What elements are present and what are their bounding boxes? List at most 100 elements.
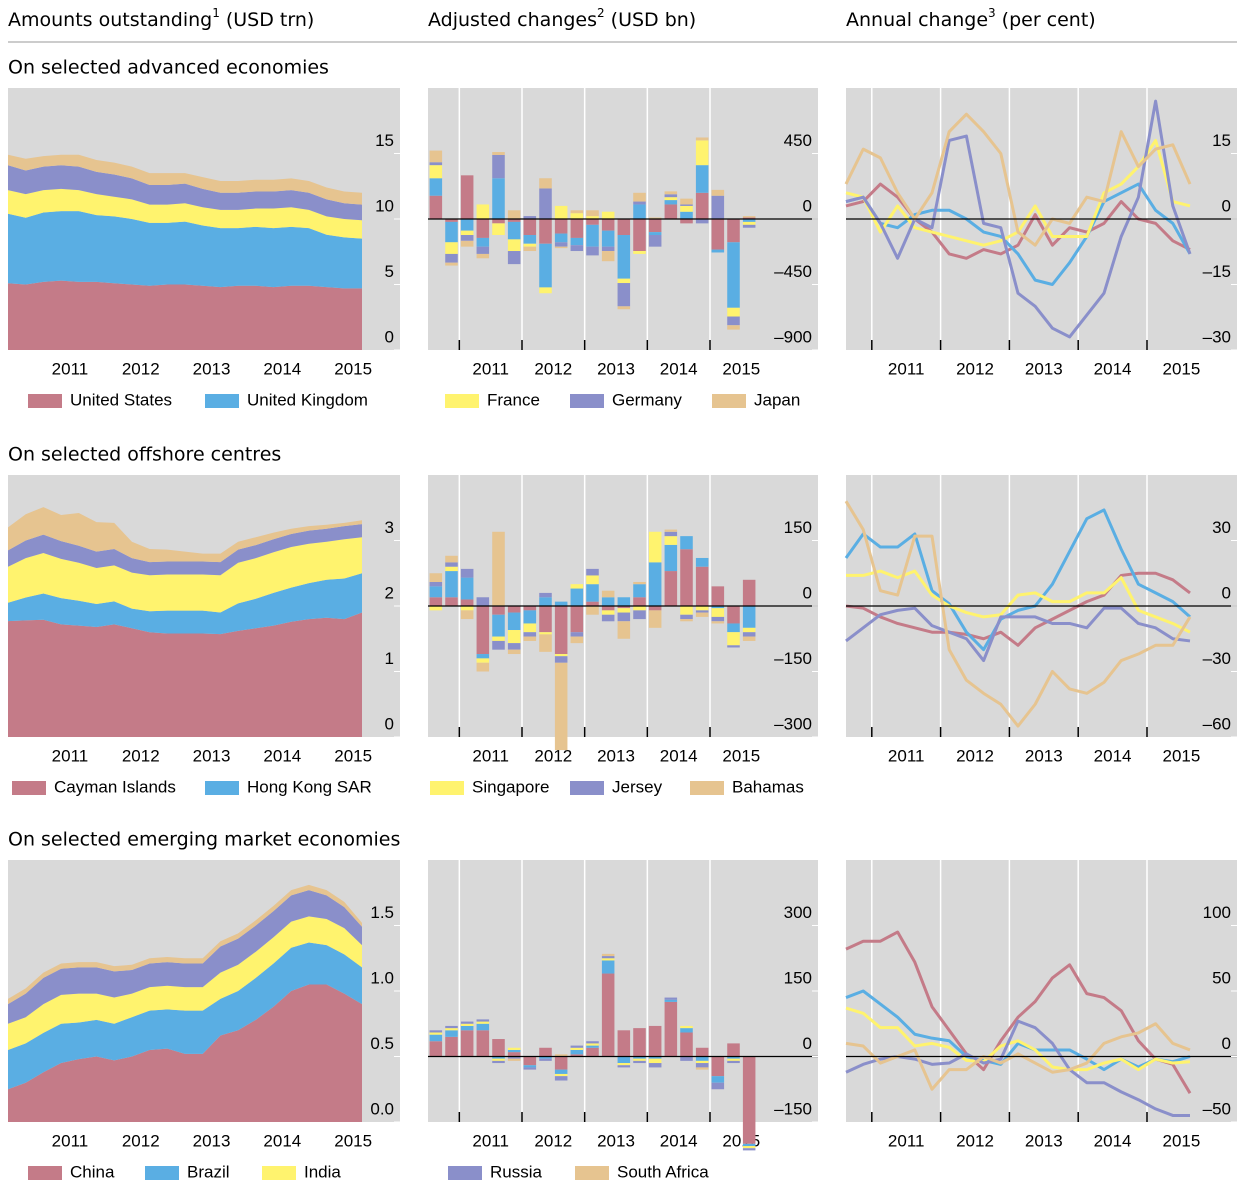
line [844,112,1192,247]
legend-label: France [487,390,540,409]
bar [460,610,474,620]
bar [633,251,646,254]
bar [523,1056,537,1066]
y-tick-label: 450 [784,131,812,150]
bar [460,175,474,219]
bar [617,1030,631,1057]
legend-label: Cayman Islands [54,777,176,796]
bar [570,237,584,246]
legend-label: United States [70,390,172,409]
bar [476,654,490,659]
x-tick-label: 2014 [1094,359,1132,378]
bar [664,544,678,572]
bar [460,1030,474,1057]
x-tick-label: 2013 [193,359,231,378]
legend-swatch [712,394,746,408]
area [8,211,362,289]
bar [633,1060,646,1064]
bar [727,645,740,648]
bar [429,1034,443,1042]
bar [711,219,725,250]
bar [554,1069,568,1074]
bar [680,198,693,205]
bar [507,1047,521,1050]
bar [601,230,615,247]
y-tick-label: 0 [803,196,812,215]
bar [445,219,458,222]
bar [680,1032,693,1057]
bar [695,612,709,617]
bar [633,581,646,585]
bar [492,223,505,236]
bar [711,621,725,624]
bar [586,224,599,247]
y-tick-label: 50 [1212,968,1231,987]
bar [523,243,537,247]
bar [680,1028,693,1033]
bar [570,1045,584,1048]
bar [680,1056,693,1061]
x-tick-label: 2012 [534,359,572,378]
x-tick-label: 2013 [597,359,635,378]
column-title-text: Amounts outstanding [8,9,212,31]
line [845,1022,1191,1091]
bar [742,579,756,606]
bar [460,1025,474,1031]
bar [476,1023,490,1031]
legend-swatch [570,781,604,795]
bar [695,192,709,219]
bar [742,221,756,225]
bar [711,189,725,196]
bar [695,137,709,141]
bar [570,245,584,252]
bar [695,165,709,193]
bar [742,1146,756,1149]
x-tick-label: 2011 [52,746,89,765]
y-tick-label: 30 [1212,518,1231,537]
bar [429,178,443,196]
bar [460,599,474,606]
bar [601,590,615,598]
row-title: On selected offshore centres [8,444,281,466]
bar [664,999,678,1002]
area [8,890,362,1024]
legend-swatch [430,781,464,795]
bar [492,152,505,155]
bar [492,1056,505,1059]
area [8,942,362,1090]
x-tick-label: 2013 [597,746,635,765]
bar [680,204,693,206]
column-note: 1 [212,6,220,20]
y-tick-label: 0 [1222,196,1231,215]
legend-label: China [70,1162,115,1180]
y-tick-label: –30 [1203,649,1231,668]
bar [664,194,678,198]
bar [711,608,725,617]
bar [539,178,552,189]
area [8,537,362,613]
bar [680,205,693,212]
bar [648,1063,662,1068]
bar [476,658,490,663]
bar [633,204,646,219]
bar [680,211,693,219]
column-title-text: Annual change [846,9,988,31]
bar [492,606,505,615]
bar [445,242,458,254]
bar [570,1054,584,1057]
x-tick-label: 2014 [1094,746,1132,765]
bar [727,242,740,308]
x-tick-label: 2011 [52,1131,89,1150]
x-tick-label: 2015 [334,359,372,378]
area [8,165,362,221]
bar [523,216,537,219]
bar [539,243,552,288]
bar [492,219,505,224]
bar [507,643,521,650]
bar [570,1047,584,1050]
bar [586,1047,599,1057]
bar [539,188,552,219]
column-note: 3 [988,6,996,20]
bar [445,1030,458,1037]
bar [742,1056,756,1144]
